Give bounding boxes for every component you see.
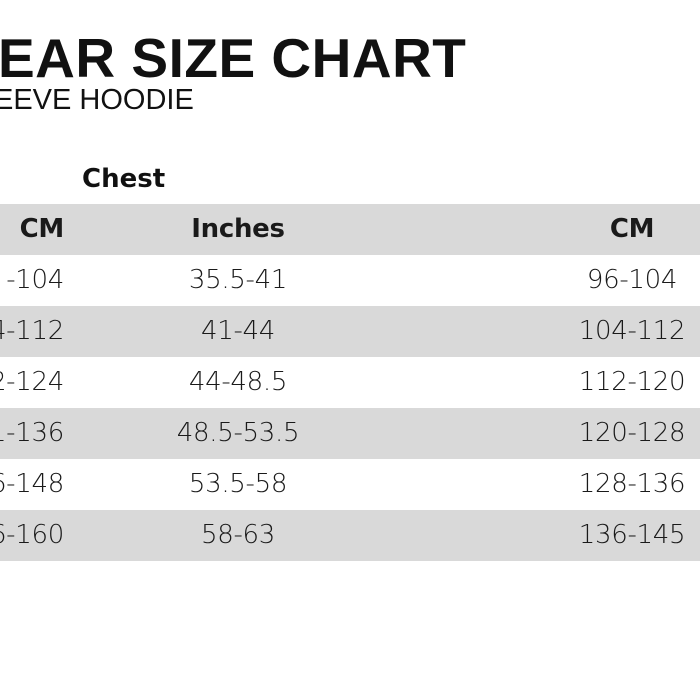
cell-cm-left: 4-112 (0, 316, 64, 346)
table-row: 1-136 48.5-53.5 120-128 (0, 408, 700, 459)
cell-cm-left: 2-124 (0, 367, 64, 397)
cell-cm-right: 112-120 (578, 367, 686, 397)
cell-cm-right: 96-104 (586, 265, 678, 295)
cell-cm-right: 120-128 (578, 418, 686, 448)
cell-cm-right: 128-136 (578, 469, 686, 499)
header-inches: Inches (191, 214, 285, 244)
product-subtitle: EEVE HOODIE (0, 84, 194, 116)
cell-cm-left: 6-160 (0, 520, 64, 550)
chart-title: EAR SIZE CHART (0, 27, 467, 89)
cell-cm-right: 136-145 (578, 520, 686, 550)
cell-inches: 35.5-41 (188, 265, 288, 295)
cell-cm-left: 6-148 (0, 469, 64, 499)
cell-cm-right: 104-112 (578, 316, 686, 346)
chest-group-label: Chest (82, 164, 166, 194)
cell-inches: 44-48.5 (188, 367, 288, 397)
table-row: 6-148 53.5-58 128-136 (0, 459, 700, 510)
table-row: 4-112 41-44 104-112 (0, 306, 700, 357)
cell-inches: 58-63 (200, 520, 276, 550)
cell-inches: 48.5-53.5 (176, 418, 300, 448)
cell-inches: 53.5-58 (188, 469, 288, 499)
header-cm-right: CM (609, 214, 655, 244)
cell-cm-left: -104 (6, 265, 64, 295)
table-row: -104 35.5-41 96-104 (0, 255, 700, 306)
table-row: 2-124 44-48.5 112-120 (0, 357, 700, 408)
header-row: CM Inches CM (0, 204, 700, 255)
cell-inches: 41-44 (200, 316, 276, 346)
cell-cm-left: 1-136 (0, 418, 64, 448)
table-row: 6-160 58-63 136-145 (0, 510, 700, 561)
header-cm-left: CM (19, 214, 65, 244)
